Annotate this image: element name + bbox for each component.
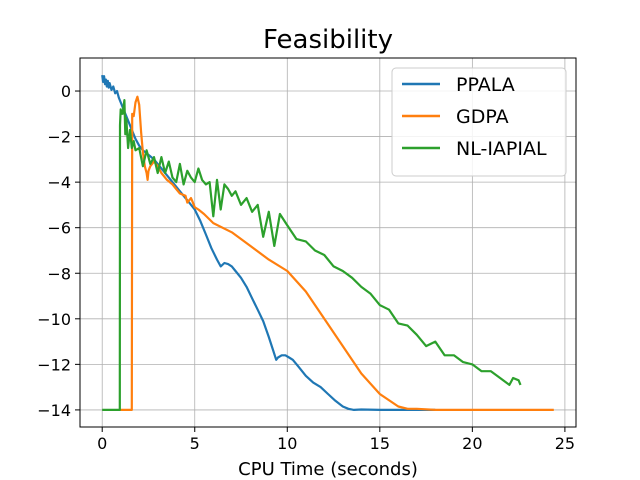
- x-tick-label: 0: [97, 434, 107, 453]
- ticks: 0 5 10 15 20 25 0 −2 −4 −6 −8 −10 −12 −14: [37, 82, 575, 453]
- x-tick-label: 10: [277, 434, 297, 453]
- legend: PPALA GDPA NL-IAPIAL: [391, 67, 567, 177]
- y-tick-label: −12: [37, 355, 71, 374]
- legend-label: GDPA: [456, 106, 509, 128]
- x-tick-label: 5: [190, 434, 200, 453]
- series-line-ppala: [101, 74, 436, 411]
- series-line-gdpa: [118, 95, 554, 411]
- y-tick-label: −8: [47, 264, 71, 283]
- series-line-nl-iapial: [102, 99, 522, 411]
- series-layer: [101, 74, 554, 411]
- x-tick-label: 20: [462, 434, 482, 453]
- y-tick-label: −2: [47, 128, 71, 147]
- legend-label: PPALA: [456, 74, 515, 96]
- y-tick-label: 0: [61, 82, 71, 101]
- chart-title: Feasibility: [263, 25, 393, 55]
- plot-frame: [79, 57, 577, 428]
- y-tick-label: −14: [37, 401, 71, 420]
- grid: [80, 58, 576, 427]
- x-tick-label: 25: [555, 434, 575, 453]
- y-tick-label: −4: [47, 173, 71, 192]
- legend-label: NL-IAPIAL: [456, 138, 547, 160]
- x-tick-label: 15: [370, 434, 390, 453]
- y-tick-label: −10: [37, 310, 71, 329]
- x-axis-title: CPU Time (seconds): [238, 459, 418, 480]
- y-tick-label: −6: [47, 219, 71, 238]
